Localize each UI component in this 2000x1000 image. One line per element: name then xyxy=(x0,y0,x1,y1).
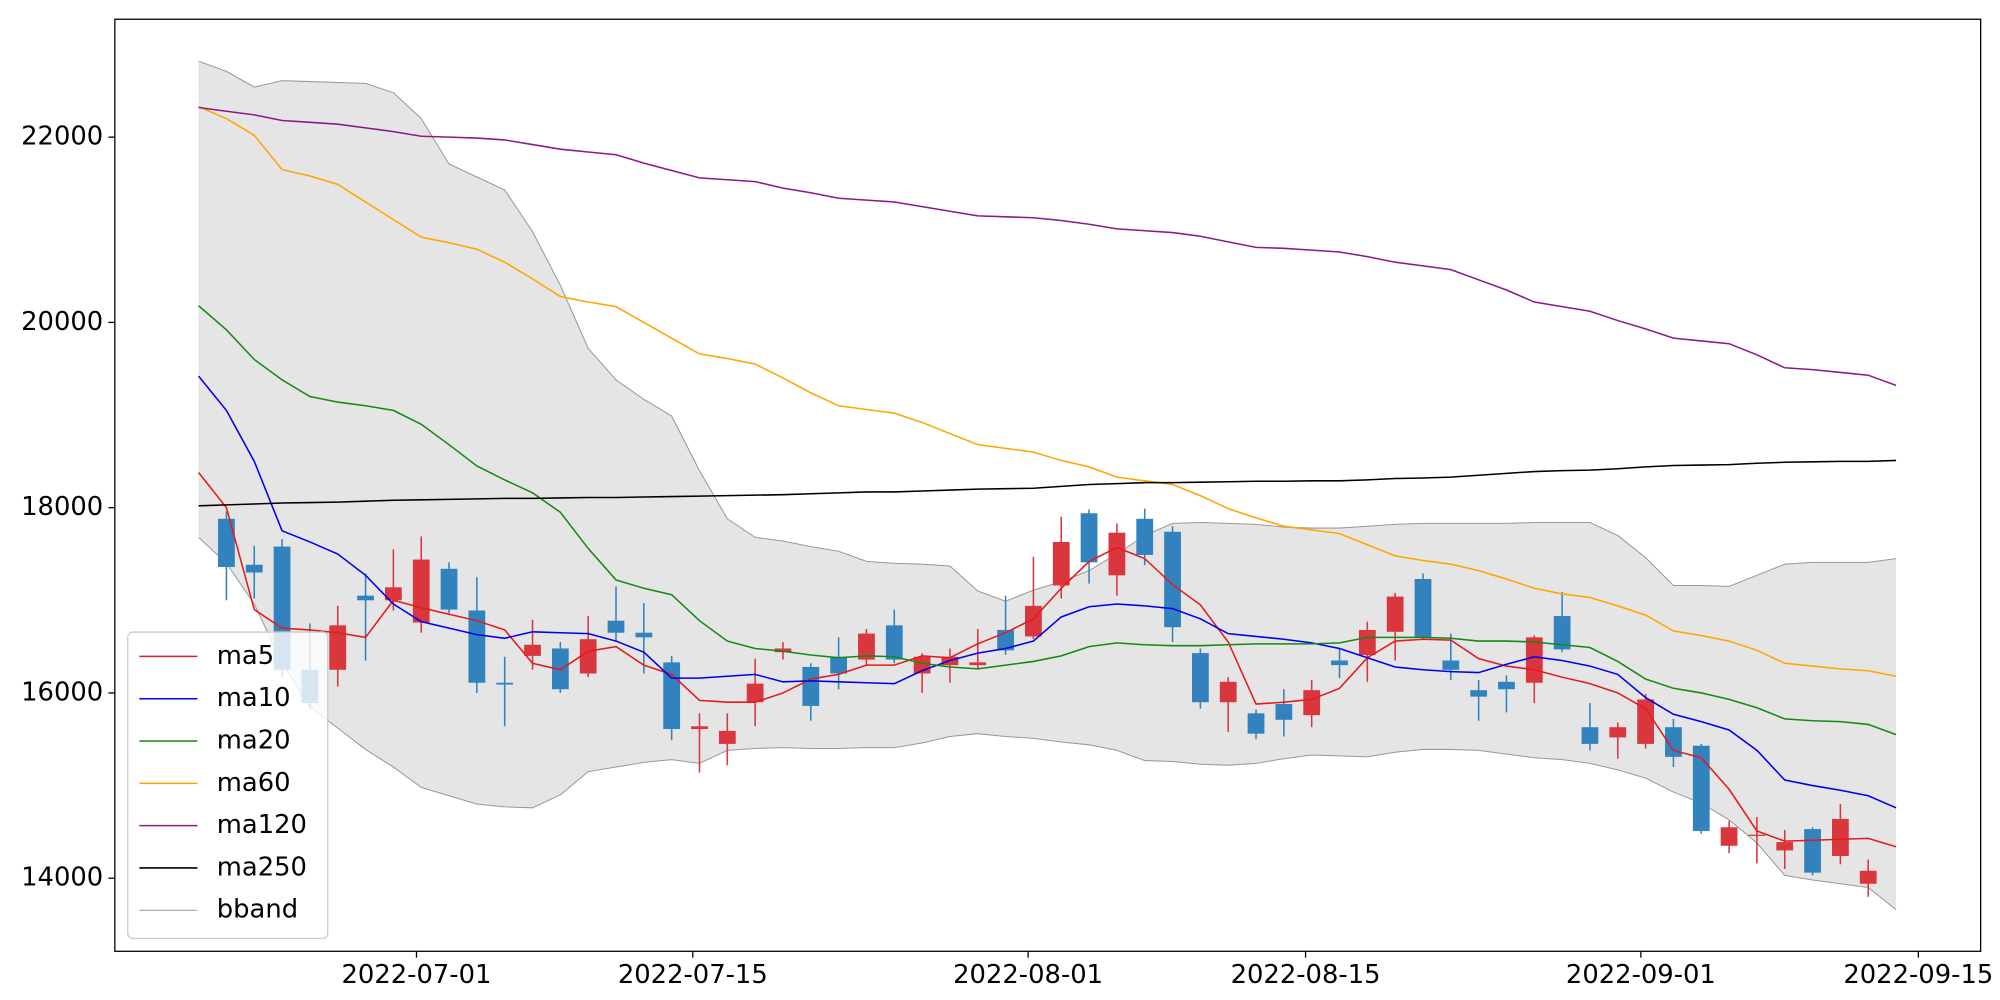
candle-body xyxy=(1080,513,1098,563)
x-tick-label: 2022-08-01 xyxy=(953,960,1103,990)
candle-body xyxy=(1553,616,1571,650)
candle-body xyxy=(1052,541,1070,586)
candle-body xyxy=(1219,681,1237,703)
candle-body xyxy=(1191,653,1209,703)
y-tick-label: 14000 xyxy=(21,863,103,893)
candle-body xyxy=(885,625,903,660)
candle-body xyxy=(607,620,625,633)
legend-label: bband xyxy=(217,895,298,925)
candle-body xyxy=(802,666,820,706)
candle-body xyxy=(218,518,235,567)
x-tick-label: 2022-09-15 xyxy=(1843,960,1993,990)
x-tick-label: 2022-07-01 xyxy=(342,960,492,990)
y-tick-label: 16000 xyxy=(21,677,103,707)
candle-body xyxy=(1637,699,1654,744)
legend-label: ma120 xyxy=(217,810,307,840)
candle-body xyxy=(1442,660,1460,670)
candle-body xyxy=(1748,834,1766,836)
candle-body xyxy=(1581,727,1599,744)
candle-body xyxy=(357,595,374,601)
ma-line xyxy=(198,305,1897,736)
candle-body xyxy=(774,648,792,653)
bband-lower xyxy=(198,536,1897,911)
y-tick-label: 20000 xyxy=(21,307,103,337)
bband-area xyxy=(198,61,1897,910)
candle-body xyxy=(1609,727,1627,738)
candle-body xyxy=(635,632,653,638)
candle-body xyxy=(1859,870,1877,884)
candle-body xyxy=(1665,727,1682,757)
candle-body xyxy=(1470,690,1488,697)
candle-body xyxy=(1247,713,1265,734)
y-tick-label: 18000 xyxy=(21,492,103,522)
legend-label: ma5 xyxy=(217,641,274,671)
ma-line xyxy=(198,105,1897,678)
candle-body xyxy=(385,587,402,601)
ma-line xyxy=(197,471,1897,848)
candle-body xyxy=(1720,827,1738,846)
candle-body xyxy=(551,648,569,690)
candle-body xyxy=(1275,704,1293,720)
legend-label: ma60 xyxy=(217,768,291,798)
candle-body xyxy=(1525,637,1543,683)
candle-body xyxy=(1303,690,1321,716)
candle-body xyxy=(1414,578,1432,638)
legend-label: ma250 xyxy=(217,852,307,882)
candle-body xyxy=(1692,745,1710,831)
x-tick-label: 2022-07-15 xyxy=(618,960,768,990)
candle-body xyxy=(245,564,263,573)
plot-frame xyxy=(114,18,1982,952)
candle-body xyxy=(1776,842,1794,851)
legend-label: ma20 xyxy=(217,726,291,756)
candle-body xyxy=(1331,660,1348,666)
legend-label: ma10 xyxy=(217,683,291,713)
candle-body xyxy=(1164,531,1181,628)
candle-body xyxy=(579,639,597,674)
candle-body xyxy=(329,625,347,670)
x-tick-label: 2022-09-01 xyxy=(1566,960,1716,990)
candle-body xyxy=(412,559,430,623)
ma-line xyxy=(198,106,1897,387)
legend-box xyxy=(127,631,329,940)
candle-body xyxy=(969,662,987,666)
ma-line xyxy=(197,375,1897,809)
candle-body xyxy=(468,610,486,683)
candle-body xyxy=(858,633,875,660)
y-tick-label: 22000 xyxy=(21,122,103,152)
ma-line xyxy=(198,459,1897,507)
candle-body xyxy=(1358,629,1376,655)
plot xyxy=(197,60,1897,911)
candle-body xyxy=(1804,829,1821,873)
candle-body xyxy=(718,730,736,744)
candle-body xyxy=(1832,818,1849,856)
bband-upper xyxy=(198,60,1897,602)
candle-body xyxy=(1386,596,1404,632)
candle-body xyxy=(496,682,514,685)
candle-body xyxy=(1498,681,1515,690)
x-tick-label: 2022-08-15 xyxy=(1231,960,1381,990)
candle-body xyxy=(440,568,458,610)
candle-body xyxy=(691,726,708,730)
candle-body xyxy=(830,656,848,674)
candle-body xyxy=(746,683,764,703)
candle-body xyxy=(1136,518,1154,555)
candle-body xyxy=(1108,532,1126,576)
candle-body xyxy=(524,644,541,656)
